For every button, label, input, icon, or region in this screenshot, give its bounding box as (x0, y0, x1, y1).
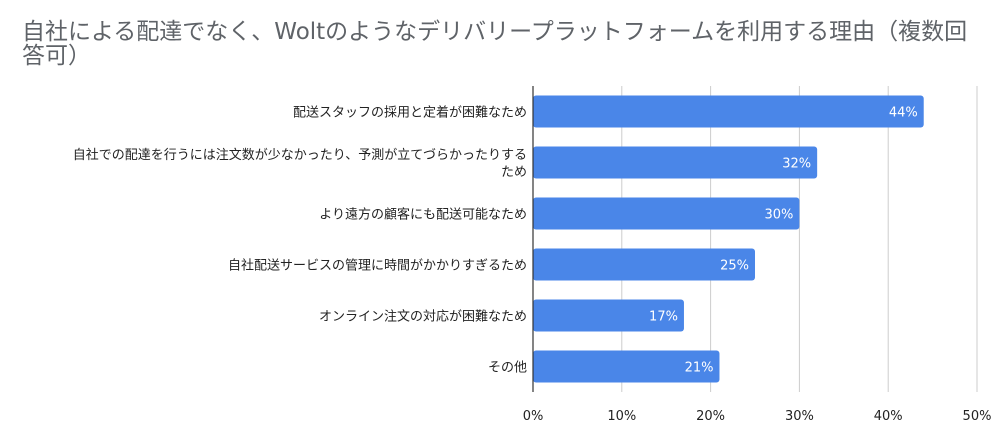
bars (533, 95, 924, 383)
x-tick-label: 50% (963, 409, 992, 424)
bar (533, 350, 720, 383)
grid-lines (621, 86, 978, 392)
category-label: オンライン注文の対応が困難なため (319, 310, 527, 325)
category-label: より遠方の顧客にも配送可能なため (319, 207, 527, 223)
bar (533, 299, 684, 332)
category-label: 自社配送サービスの管理に時間がかかりすぎるため (228, 258, 527, 274)
bar-value-label: 32% (782, 157, 811, 172)
bar-value-label: 25% (720, 259, 749, 274)
x-tick-label: 30% (785, 409, 814, 424)
bar (533, 95, 924, 128)
labels: 0% 10% 20% 30% 40% 50% 44% 配送スタッフの採用と定着が困難なため 32… (73, 105, 992, 425)
chart-title: 自社による配達でなく、Woltのようなデリバリープラットフォームを利用する理由（… (22, 19, 968, 69)
bar (533, 197, 800, 230)
category-label: ため (501, 165, 527, 180)
category-label: 配送スタッフの採用と定着が困難なため (293, 105, 527, 121)
bar (533, 146, 818, 179)
category-label: 自社での配達を行うには注文数が少なかったり、予測が立てづらかったりする (73, 147, 527, 163)
bar-value-label: 30% (764, 208, 793, 223)
category-label: その他 (488, 361, 527, 376)
bar-value-label: 44% (889, 106, 918, 121)
bar-value-label: 17% (649, 310, 678, 325)
bar-value-label: 21% (685, 361, 714, 376)
bar (533, 248, 755, 281)
x-tick-label: 0% (523, 409, 544, 424)
x-tick-label: 10% (607, 409, 636, 424)
x-tick-label: 20% (696, 409, 725, 424)
x-tick-label: 40% (874, 409, 903, 424)
